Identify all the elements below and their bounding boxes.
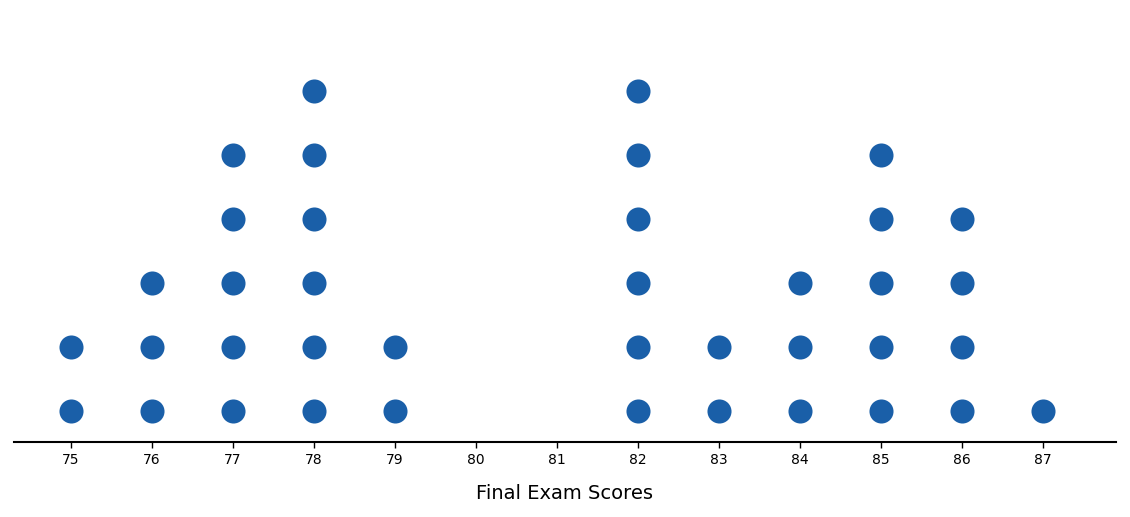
Point (872, 279, 890, 287)
Point (224, 279, 242, 287)
Point (1034, 406, 1052, 415)
Point (791, 342, 809, 351)
Point (710, 406, 728, 415)
Point (629, 279, 647, 287)
Point (629, 342, 647, 351)
Point (305, 215, 323, 223)
Point (142, 279, 160, 287)
Point (305, 279, 323, 287)
Point (142, 406, 160, 415)
Point (305, 406, 323, 415)
Point (224, 215, 242, 223)
Point (953, 342, 971, 351)
Point (305, 150, 323, 159)
Point (224, 406, 242, 415)
Point (305, 86, 323, 95)
Point (629, 215, 647, 223)
Point (791, 279, 809, 287)
Point (385, 342, 403, 351)
Point (224, 342, 242, 351)
Point (629, 406, 647, 415)
Point (872, 150, 890, 159)
Point (629, 150, 647, 159)
Point (305, 342, 323, 351)
Point (953, 406, 971, 415)
Point (224, 150, 242, 159)
Point (629, 86, 647, 95)
Point (872, 342, 890, 351)
Point (142, 342, 160, 351)
X-axis label: Final Exam Scores: Final Exam Scores (477, 483, 653, 503)
Point (61, 406, 79, 415)
Point (953, 279, 971, 287)
Point (385, 406, 403, 415)
Point (61, 342, 79, 351)
Point (872, 215, 890, 223)
Point (710, 342, 728, 351)
Point (953, 215, 971, 223)
Point (791, 406, 809, 415)
Point (872, 406, 890, 415)
